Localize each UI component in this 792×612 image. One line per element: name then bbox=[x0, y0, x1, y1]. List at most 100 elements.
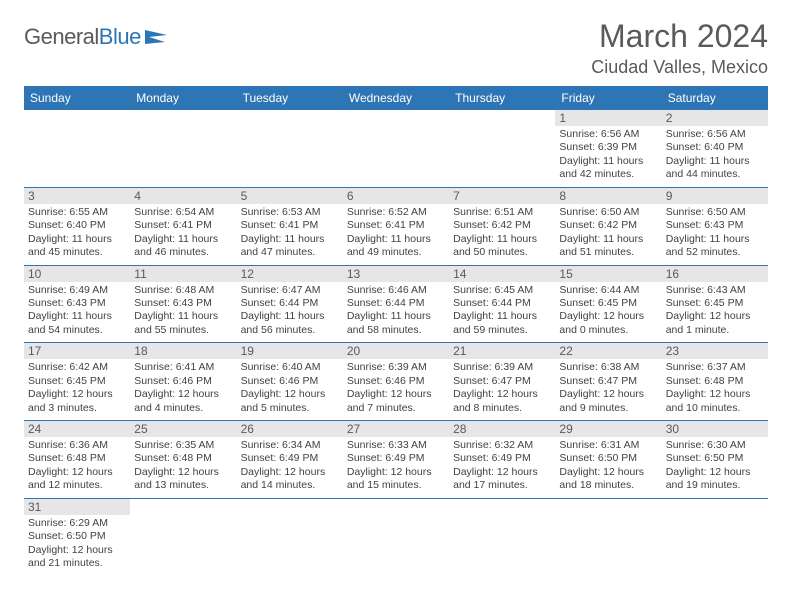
flag-icon bbox=[143, 28, 169, 46]
daylight-text-2: and 14 minutes. bbox=[241, 479, 339, 492]
title-block: March 2024 Ciudad Valles, Mexico bbox=[591, 18, 768, 78]
day-info: Sunrise: 6:29 AMSunset: 6:50 PMDaylight:… bbox=[28, 517, 126, 571]
weekday-header: Wednesday bbox=[343, 86, 449, 110]
daylight-text-2: and 13 minutes. bbox=[134, 479, 232, 492]
day-info: Sunrise: 6:38 AMSunset: 6:47 PMDaylight:… bbox=[559, 361, 657, 415]
calendar-row: 24Sunrise: 6:36 AMSunset: 6:48 PMDayligh… bbox=[24, 421, 768, 499]
daylight-text-2: and 15 minutes. bbox=[347, 479, 445, 492]
sunrise-text: Sunrise: 6:39 AM bbox=[453, 361, 551, 374]
sunset-text: Sunset: 6:50 PM bbox=[28, 530, 126, 543]
calendar-cell: 6Sunrise: 6:52 AMSunset: 6:41 PMDaylight… bbox=[343, 187, 449, 265]
daylight-text-2: and 45 minutes. bbox=[28, 246, 126, 259]
daylight-text-2: and 55 minutes. bbox=[134, 324, 232, 337]
calendar-cell bbox=[343, 110, 449, 187]
daylight-text-2: and 10 minutes. bbox=[666, 402, 764, 415]
calendar-cell: 31 Sunrise: 6:29 AMSunset: 6:50 PMDayligh… bbox=[24, 498, 130, 575]
day-number: 27 bbox=[343, 421, 449, 437]
daylight-text: Daylight: 11 hours bbox=[134, 310, 232, 323]
sunrise-text: Sunrise: 6:54 AM bbox=[134, 206, 232, 219]
calendar-cell: 3Sunrise: 6:55 AMSunset: 6:40 PMDaylight… bbox=[24, 187, 130, 265]
calendar-row: 1Sunrise: 6:56 AMSunset: 6:39 PMDaylight… bbox=[24, 110, 768, 187]
sunrise-text: Sunrise: 6:40 AM bbox=[241, 361, 339, 374]
location: Ciudad Valles, Mexico bbox=[591, 57, 768, 78]
sunset-text: Sunset: 6:41 PM bbox=[134, 219, 232, 232]
sunrise-text: Sunrise: 6:50 AM bbox=[559, 206, 657, 219]
calendar-cell: 25Sunrise: 6:35 AMSunset: 6:48 PMDayligh… bbox=[130, 421, 236, 499]
sunrise-text: Sunrise: 6:32 AM bbox=[453, 439, 551, 452]
daylight-text: Daylight: 12 hours bbox=[453, 388, 551, 401]
day-info: Sunrise: 6:39 AMSunset: 6:47 PMDaylight:… bbox=[453, 361, 551, 415]
weekday-header: Thursday bbox=[449, 86, 555, 110]
sunrise-text: Sunrise: 6:35 AM bbox=[134, 439, 232, 452]
calendar-cell: 14Sunrise: 6:45 AMSunset: 6:44 PMDayligh… bbox=[449, 265, 555, 343]
daylight-text: Daylight: 11 hours bbox=[559, 233, 657, 246]
calendar-cell: 13Sunrise: 6:46 AMSunset: 6:44 PMDayligh… bbox=[343, 265, 449, 343]
day-info: Sunrise: 6:39 AMSunset: 6:46 PMDaylight:… bbox=[347, 361, 445, 415]
sunrise-text: Sunrise: 6:44 AM bbox=[559, 284, 657, 297]
sunrise-text: Sunrise: 6:48 AM bbox=[134, 284, 232, 297]
day-number: 13 bbox=[343, 266, 449, 282]
calendar-cell: 22Sunrise: 6:38 AMSunset: 6:47 PMDayligh… bbox=[555, 343, 661, 421]
calendar-cell bbox=[130, 110, 236, 187]
calendar-cell: 10Sunrise: 6:49 AMSunset: 6:43 PMDayligh… bbox=[24, 265, 130, 343]
sunset-text: Sunset: 6:48 PM bbox=[666, 375, 764, 388]
calendar-body: 1Sunrise: 6:56 AMSunset: 6:39 PMDaylight… bbox=[24, 110, 768, 576]
sunrise-text: Sunrise: 6:36 AM bbox=[28, 439, 126, 452]
day-number: 7 bbox=[449, 188, 555, 204]
calendar-cell: 27Sunrise: 6:33 AMSunset: 6:49 PMDayligh… bbox=[343, 421, 449, 499]
day-info: Sunrise: 6:36 AMSunset: 6:48 PMDaylight:… bbox=[28, 439, 126, 493]
daylight-text: Daylight: 12 hours bbox=[347, 466, 445, 479]
day-info: Sunrise: 6:35 AMSunset: 6:48 PMDaylight:… bbox=[134, 439, 232, 493]
day-number: 4 bbox=[130, 188, 236, 204]
sunset-text: Sunset: 6:46 PM bbox=[241, 375, 339, 388]
daylight-text-2: and 1 minute. bbox=[666, 324, 764, 337]
weekday-header: Saturday bbox=[662, 86, 768, 110]
daylight-text: Daylight: 11 hours bbox=[559, 155, 657, 168]
sunrise-text: Sunrise: 6:37 AM bbox=[666, 361, 764, 374]
calendar-cell bbox=[237, 110, 343, 187]
sunrise-text: Sunrise: 6:49 AM bbox=[28, 284, 126, 297]
daylight-text-2: and 42 minutes. bbox=[559, 168, 657, 181]
day-info: Sunrise: 6:56 AMSunset: 6:39 PMDaylight:… bbox=[559, 128, 657, 182]
daylight-text-2: and 49 minutes. bbox=[347, 246, 445, 259]
daylight-text: Daylight: 12 hours bbox=[241, 466, 339, 479]
daylight-text-2: and 18 minutes. bbox=[559, 479, 657, 492]
daylight-text: Daylight: 11 hours bbox=[666, 233, 764, 246]
calendar-cell: 8Sunrise: 6:50 AMSunset: 6:42 PMDaylight… bbox=[555, 187, 661, 265]
sunset-text: Sunset: 6:50 PM bbox=[559, 452, 657, 465]
logo-name: General bbox=[24, 24, 99, 50]
calendar-row: 17Sunrise: 6:42 AMSunset: 6:45 PMDayligh… bbox=[24, 343, 768, 421]
calendar-row: 3Sunrise: 6:55 AMSunset: 6:40 PMDaylight… bbox=[24, 187, 768, 265]
daylight-text-2: and 21 minutes. bbox=[28, 557, 126, 570]
calendar-row: 10Sunrise: 6:49 AMSunset: 6:43 PMDayligh… bbox=[24, 265, 768, 343]
day-number: 31 bbox=[24, 499, 130, 515]
daylight-text-2: and 51 minutes. bbox=[559, 246, 657, 259]
day-info: Sunrise: 6:50 AMSunset: 6:43 PMDaylight:… bbox=[666, 206, 764, 260]
calendar-cell bbox=[449, 498, 555, 575]
day-number: 21 bbox=[449, 343, 555, 359]
daylight-text-2: and 47 minutes. bbox=[241, 246, 339, 259]
calendar-cell bbox=[130, 498, 236, 575]
calendar-cell: 30Sunrise: 6:30 AMSunset: 6:50 PMDayligh… bbox=[662, 421, 768, 499]
day-number: 6 bbox=[343, 188, 449, 204]
calendar-cell: 28Sunrise: 6:32 AMSunset: 6:49 PMDayligh… bbox=[449, 421, 555, 499]
daylight-text: Daylight: 11 hours bbox=[241, 310, 339, 323]
day-info: Sunrise: 6:47 AMSunset: 6:44 PMDaylight:… bbox=[241, 284, 339, 338]
calendar-cell: 23Sunrise: 6:37 AMSunset: 6:48 PMDayligh… bbox=[662, 343, 768, 421]
calendar-cell: 24Sunrise: 6:36 AMSunset: 6:48 PMDayligh… bbox=[24, 421, 130, 499]
daylight-text: Daylight: 11 hours bbox=[347, 233, 445, 246]
sunrise-text: Sunrise: 6:38 AM bbox=[559, 361, 657, 374]
calendar-cell bbox=[343, 498, 449, 575]
day-number: 15 bbox=[555, 266, 661, 282]
daylight-text-2: and 8 minutes. bbox=[453, 402, 551, 415]
header: GeneralBlue March 2024 Ciudad Valles, Me… bbox=[24, 18, 768, 78]
sunset-text: Sunset: 6:43 PM bbox=[28, 297, 126, 310]
day-number: 12 bbox=[237, 266, 343, 282]
daylight-text: Daylight: 12 hours bbox=[666, 466, 764, 479]
daylight-text-2: and 50 minutes. bbox=[453, 246, 551, 259]
calendar-cell: 19Sunrise: 6:40 AMSunset: 6:46 PMDayligh… bbox=[237, 343, 343, 421]
sunrise-text: Sunrise: 6:33 AM bbox=[347, 439, 445, 452]
sunset-text: Sunset: 6:50 PM bbox=[666, 452, 764, 465]
sunset-text: Sunset: 6:43 PM bbox=[666, 219, 764, 232]
sunrise-text: Sunrise: 6:56 AM bbox=[559, 128, 657, 141]
